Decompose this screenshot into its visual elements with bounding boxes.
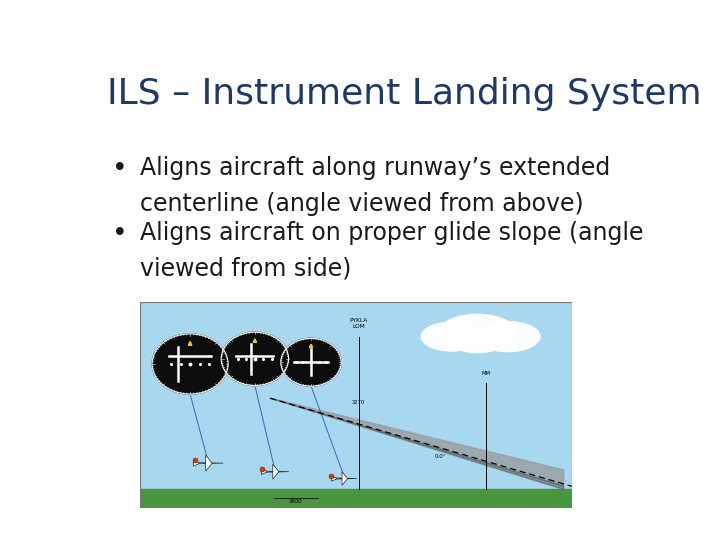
Ellipse shape [438,314,516,352]
Polygon shape [193,462,223,464]
Polygon shape [261,471,289,472]
Text: ILS – Instrument Landing System: ILS – Instrument Landing System [107,77,701,111]
Text: F IG. 10-35
© Jeppesen Sanderson, Inc. 1999. All Rights Reserved
Guided Flight D: F IG. 10-35 © Jeppesen Sanderson, Inc. 1… [260,449,478,478]
Text: •: • [112,221,128,247]
Polygon shape [331,476,336,481]
Text: 3900: 3900 [289,499,302,504]
Polygon shape [273,464,279,479]
Polygon shape [342,472,347,485]
Text: MM: MM [482,371,490,376]
Text: Aligns aircraft on proper glide slope (angle: Aligns aircraft on proper glide slope (a… [140,221,644,245]
Ellipse shape [421,322,482,351]
Text: 0.0°: 0.0° [434,454,446,459]
Text: Aligns aircraft along runway’s extended: Aligns aircraft along runway’s extended [140,156,611,180]
Polygon shape [270,398,564,486]
Text: 3270: 3270 [352,400,365,405]
Text: centerline (angle viewed from above): centerline (angle viewed from above) [140,192,584,215]
Text: PYKLA
LOM: PYKLA LOM [349,318,368,328]
Polygon shape [193,460,199,466]
Bar [140,489,572,508]
Polygon shape [253,339,256,342]
Circle shape [152,334,228,394]
Polygon shape [206,455,212,471]
Polygon shape [310,345,312,347]
Circle shape [221,332,289,386]
Polygon shape [261,469,266,475]
Text: •: • [112,156,128,183]
Text: viewed from side): viewed from side) [140,256,351,280]
Ellipse shape [475,321,540,352]
Polygon shape [270,398,564,489]
Polygon shape [331,478,356,479]
Ellipse shape [451,331,503,353]
Polygon shape [189,341,192,345]
Circle shape [281,338,341,386]
